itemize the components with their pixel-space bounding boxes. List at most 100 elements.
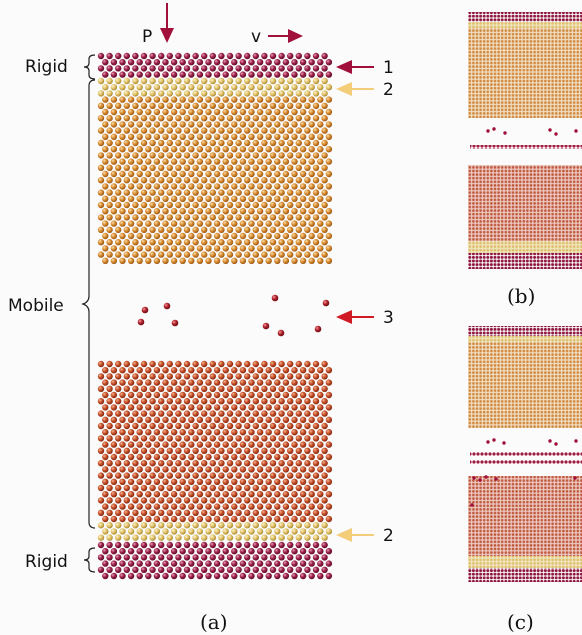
rigid-atom (231, 71, 238, 78)
rigid-atom (239, 59, 247, 66)
rigid-atom (312, 541, 320, 549)
mobile-atom (188, 220, 195, 227)
mobile-atom (239, 84, 247, 91)
mobile-atom (123, 201, 130, 209)
mobile-atom (317, 257, 324, 264)
mobile-atom (218, 127, 225, 134)
mobile-atom (317, 170, 324, 178)
mobile-atom (209, 152, 216, 159)
mobile-atom (308, 441, 315, 448)
mobile-atom (166, 534, 173, 541)
mobile-atom (110, 158, 118, 165)
mobile-atom (213, 195, 221, 202)
rigid-atom (158, 566, 165, 573)
mobile-atom (282, 379, 290, 386)
mobile-atom (235, 484, 242, 492)
mobile-atom (213, 404, 221, 411)
rigid-atom (213, 548, 221, 555)
mobile-atom (205, 158, 212, 165)
mobile-atom (244, 534, 251, 541)
mobile-atom (317, 133, 324, 140)
mobile-atom (106, 77, 113, 85)
rigid-atom (188, 71, 195, 78)
mobile-atom (188, 429, 195, 436)
mobile-atom (170, 429, 178, 436)
mobile-atom (308, 170, 315, 178)
mobile-atom (119, 121, 126, 128)
mobile-atom (196, 245, 204, 252)
mobile-atom (110, 170, 118, 178)
mobile-atom (166, 484, 173, 492)
rigid-atom (218, 52, 225, 60)
mobile-atom (123, 360, 130, 368)
rigid-atom (97, 541, 105, 549)
rigid-atom (325, 548, 333, 555)
mobile-atom (282, 133, 290, 140)
mobile-atom (274, 133, 281, 140)
mobile-atom (209, 534, 216, 541)
mobile-atom (196, 478, 204, 485)
mobile-atom (183, 509, 191, 516)
mobile-atom (166, 373, 173, 380)
mobile-atom (115, 534, 122, 541)
mobile-atom (252, 534, 259, 541)
mobile-atom (158, 152, 165, 159)
mobile-atom (222, 416, 229, 423)
mobile-atom (261, 127, 268, 134)
mobile-atom (162, 133, 169, 140)
mobile-atom (325, 108, 333, 116)
mobile-atom (132, 152, 139, 159)
rigid-atom (179, 548, 186, 555)
mobile-atom (312, 226, 320, 233)
mobile-atom (282, 220, 290, 227)
mobile-atom (170, 208, 178, 215)
mobile-atom (287, 460, 294, 467)
mobile-atom (110, 146, 118, 153)
mobile-atom (97, 115, 105, 122)
mobile-atom (239, 108, 247, 116)
mobile-atom (291, 441, 298, 448)
mobile-atom (269, 534, 277, 541)
mobile-atom (226, 435, 234, 442)
mobile-atom (149, 189, 156, 196)
mobile-atom (188, 416, 195, 423)
mobile-atom (308, 108, 315, 116)
rigid-atom (287, 541, 294, 549)
mobile-atom (102, 158, 109, 165)
rigid-atom (213, 71, 221, 78)
mobile-atom (321, 226, 328, 233)
mobile-atom (282, 195, 290, 202)
mobile-atom (140, 251, 148, 258)
mobile-atom (291, 503, 298, 510)
rigid-atom (123, 52, 130, 60)
mobile-atom (312, 460, 320, 467)
mobile-atom (299, 466, 307, 473)
mobile-atom (166, 77, 173, 85)
mobile-atom (97, 164, 105, 171)
mobile-atom (287, 152, 294, 159)
mobile-atom (261, 522, 268, 529)
mobile-atom (321, 373, 328, 380)
mobile-atom (153, 121, 161, 128)
mobile-atom (188, 528, 195, 535)
rigid-atom (282, 572, 290, 580)
mobile-atom (321, 435, 328, 442)
mobile-atom (248, 245, 255, 252)
rigid-atom (265, 548, 272, 555)
mobile-atom (102, 195, 109, 202)
mobile-atom (175, 447, 182, 454)
mobile-atom (317, 245, 324, 252)
mobile-atom (252, 164, 259, 171)
mobile-atom (158, 214, 165, 221)
mobile-atom (218, 139, 225, 147)
mobile-atom (132, 102, 139, 110)
mobile-atom (252, 251, 259, 258)
rigid-atom (179, 59, 186, 66)
mobile-atom (304, 447, 311, 454)
mobile-atom (158, 127, 165, 134)
mobile-atom (179, 404, 186, 411)
mobile-atom (123, 398, 130, 405)
mobile-atom (291, 170, 298, 178)
mobile-atom (218, 472, 225, 479)
rigid-atom (127, 572, 135, 580)
